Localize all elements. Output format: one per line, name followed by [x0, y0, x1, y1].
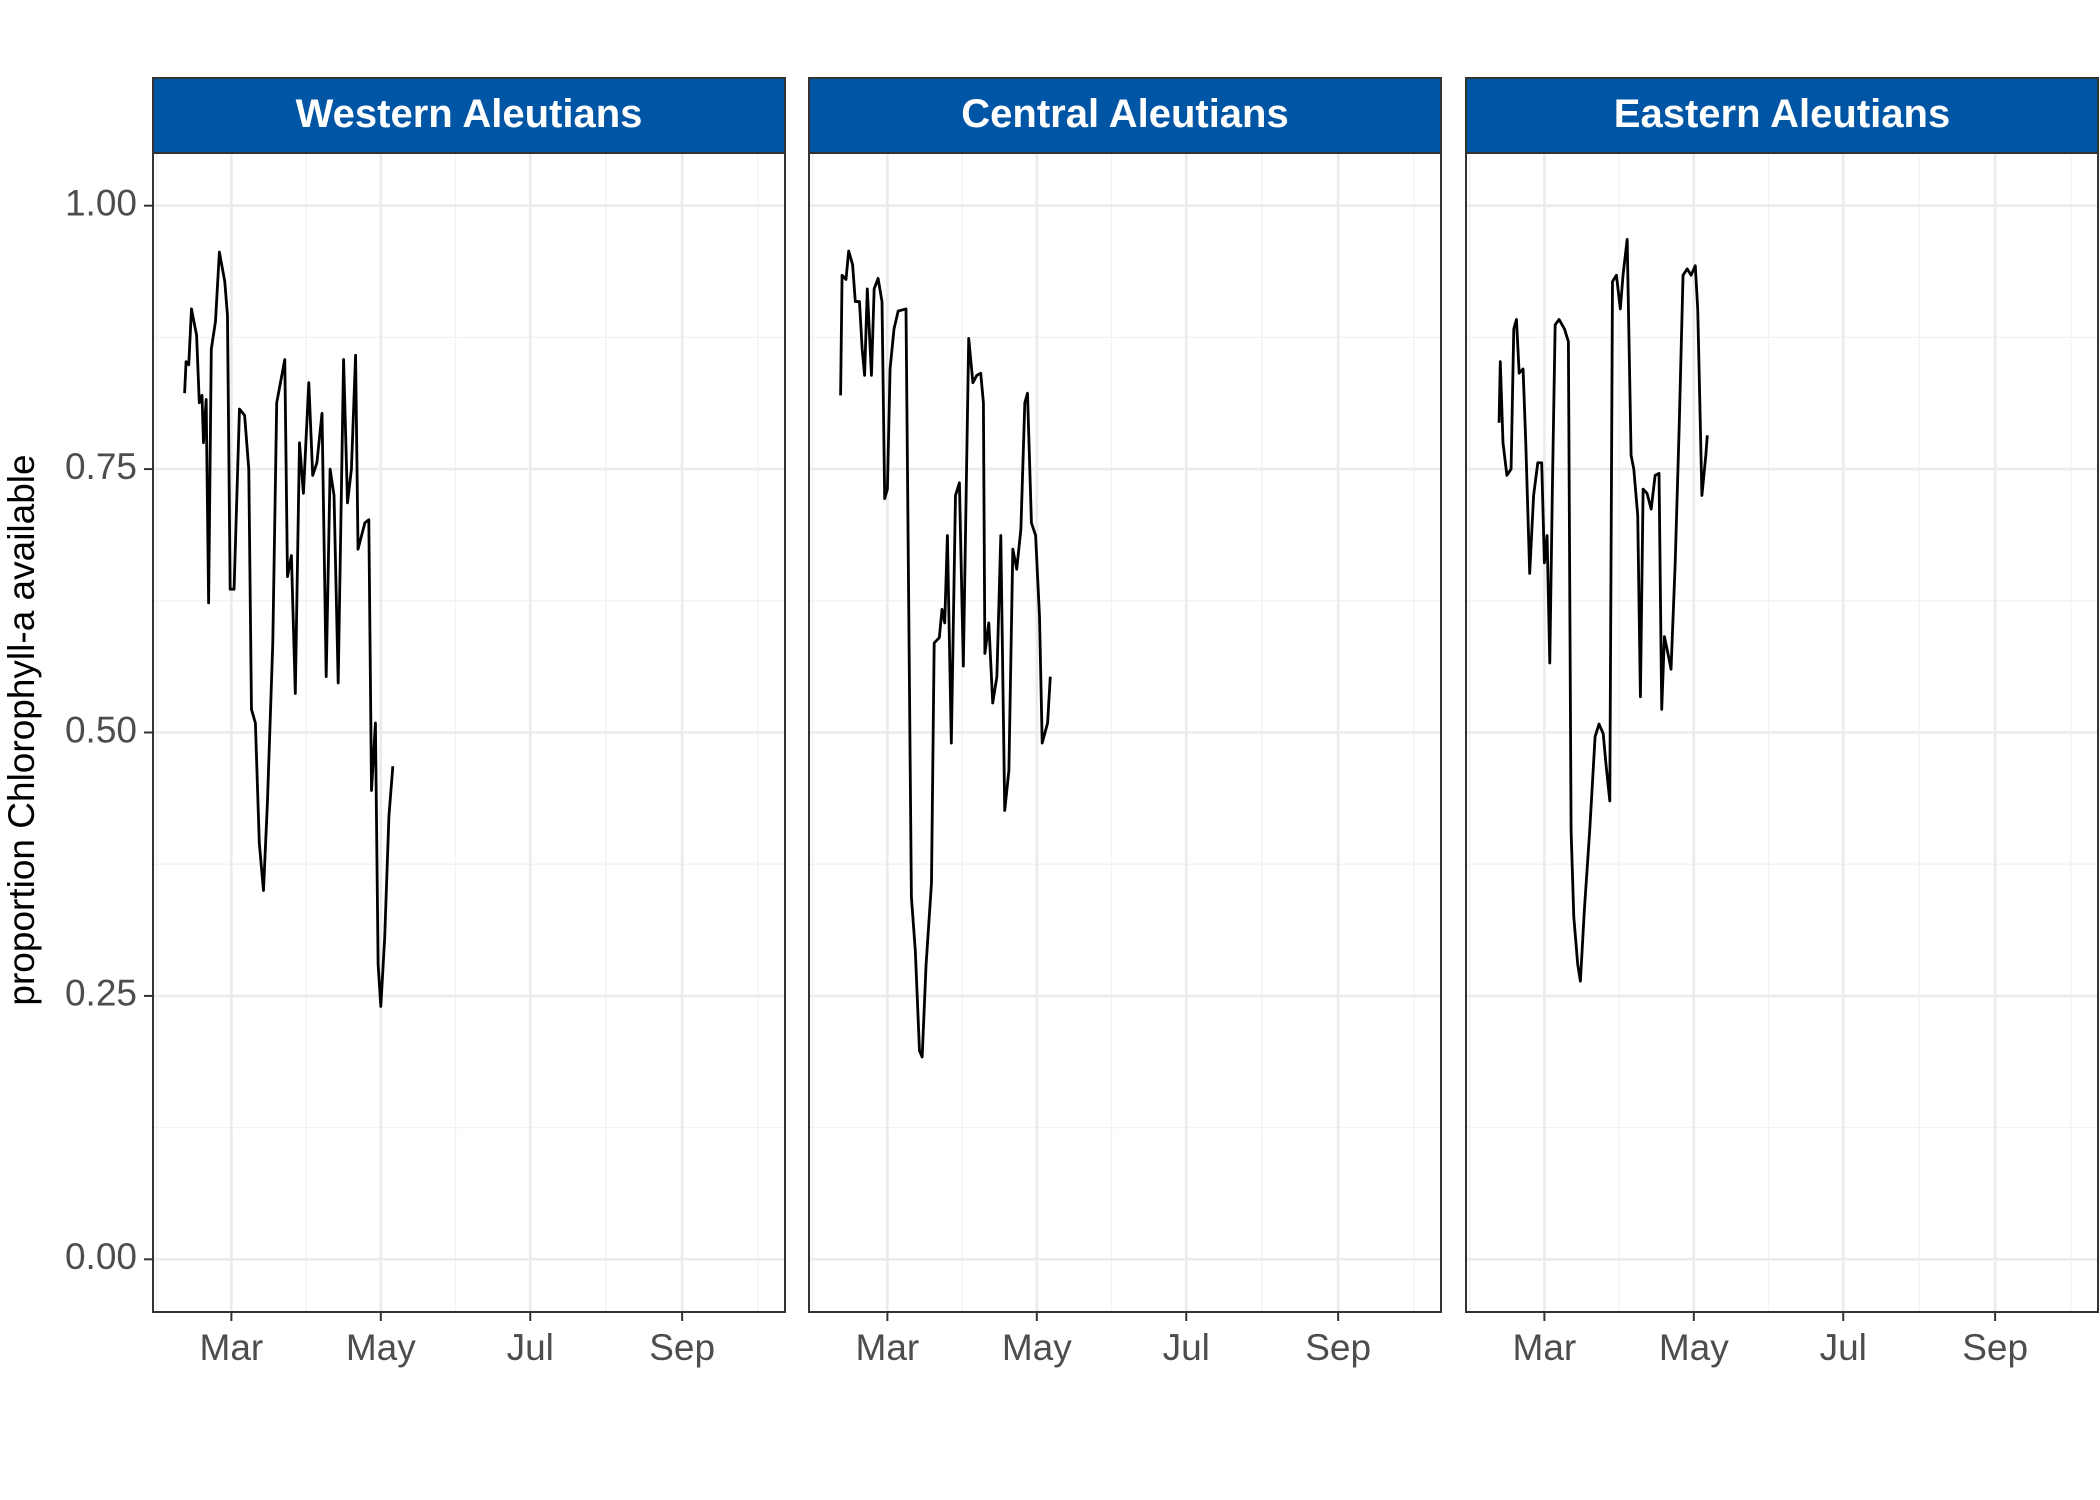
y-tick-label: 0.50 [65, 709, 137, 750]
strip [1465, 77, 2099, 154]
x-tick-label: May [1659, 1327, 1729, 1368]
y-tick-label: 0.25 [65, 973, 137, 1014]
y-tick-label: 0.75 [65, 446, 137, 487]
x-tick-label: Jul [1163, 1327, 1210, 1368]
strip [808, 77, 1442, 154]
strip-title: Eastern Aleutians [1614, 92, 1950, 136]
x-tick-label: May [346, 1327, 416, 1368]
x-tick-label: May [1002, 1327, 1072, 1368]
y-axis-title: proportion Chlorophyll-a available [1, 454, 42, 1005]
y-tick-label: 1.00 [65, 182, 137, 223]
y-tick-label: 0.00 [65, 1236, 137, 1277]
x-tick-label: Mar [856, 1327, 920, 1368]
x-tick-label: Mar [200, 1327, 264, 1368]
strip-title: Western Aleutians [296, 92, 643, 136]
data-line [839, 249, 1052, 1059]
strip-title: Central Aleutians [961, 92, 1288, 136]
x-tick-label: Mar [1513, 1327, 1577, 1368]
x-tick-label: Jul [507, 1327, 554, 1368]
x-tick-label: Jul [1820, 1327, 1867, 1368]
x-tick-label: Sep [1305, 1327, 1371, 1368]
x-tick-label: Sep [649, 1327, 715, 1368]
data-line [183, 250, 395, 1008]
data-line [1497, 238, 1709, 983]
x-tick-label: Sep [1962, 1327, 2028, 1368]
strip [152, 77, 786, 154]
